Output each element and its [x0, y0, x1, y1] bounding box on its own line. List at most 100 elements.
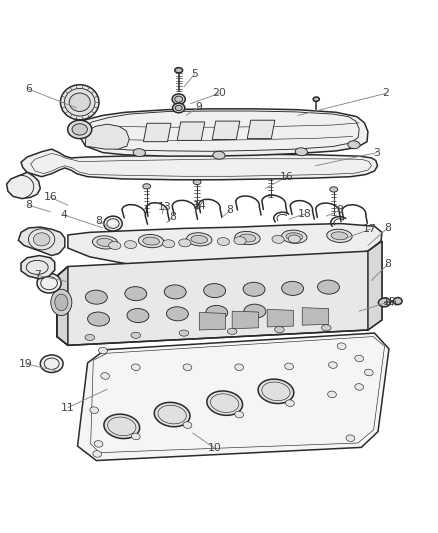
Ellipse shape	[175, 96, 183, 102]
Text: 4: 4	[60, 210, 67, 220]
Ellipse shape	[330, 187, 338, 192]
Text: 3: 3	[373, 148, 380, 158]
Ellipse shape	[104, 414, 140, 439]
Ellipse shape	[244, 304, 266, 318]
Ellipse shape	[37, 273, 61, 293]
Polygon shape	[57, 266, 68, 345]
Text: 8: 8	[95, 216, 102, 227]
Ellipse shape	[364, 369, 373, 376]
Ellipse shape	[93, 451, 102, 457]
Ellipse shape	[85, 290, 107, 304]
Ellipse shape	[131, 433, 140, 440]
Polygon shape	[7, 172, 40, 199]
Text: 7: 7	[34, 270, 41, 280]
Ellipse shape	[217, 238, 230, 246]
Ellipse shape	[193, 179, 201, 184]
Ellipse shape	[179, 239, 191, 247]
Text: 8: 8	[170, 213, 177, 222]
Ellipse shape	[282, 281, 304, 295]
Ellipse shape	[166, 307, 188, 321]
Ellipse shape	[88, 312, 110, 326]
Ellipse shape	[72, 124, 87, 135]
Text: 17: 17	[363, 224, 377, 235]
Ellipse shape	[85, 334, 95, 341]
Ellipse shape	[92, 236, 118, 249]
Ellipse shape	[328, 391, 336, 398]
Ellipse shape	[328, 362, 337, 368]
Ellipse shape	[51, 289, 72, 316]
Ellipse shape	[239, 234, 256, 242]
Ellipse shape	[33, 233, 50, 246]
Text: 15: 15	[383, 296, 397, 306]
Text: 19: 19	[18, 359, 32, 369]
Polygon shape	[302, 308, 328, 325]
Polygon shape	[247, 120, 275, 139]
Polygon shape	[368, 241, 382, 330]
Text: 8: 8	[384, 260, 391, 269]
Ellipse shape	[258, 379, 294, 403]
Ellipse shape	[234, 237, 246, 245]
Text: 10: 10	[208, 443, 222, 453]
Ellipse shape	[55, 294, 68, 311]
Ellipse shape	[286, 400, 294, 407]
Polygon shape	[68, 223, 382, 264]
Ellipse shape	[154, 402, 190, 427]
Ellipse shape	[235, 411, 244, 418]
Ellipse shape	[109, 241, 121, 249]
Ellipse shape	[243, 282, 265, 296]
Text: 9: 9	[196, 102, 203, 111]
Ellipse shape	[327, 229, 352, 243]
Ellipse shape	[318, 280, 339, 294]
Ellipse shape	[131, 364, 140, 370]
Ellipse shape	[285, 363, 293, 370]
Polygon shape	[177, 122, 205, 140]
Text: 8: 8	[384, 223, 391, 233]
Ellipse shape	[235, 231, 260, 245]
Ellipse shape	[97, 238, 113, 246]
Text: 18: 18	[297, 209, 311, 219]
Ellipse shape	[272, 236, 284, 243]
Polygon shape	[267, 310, 293, 327]
Ellipse shape	[227, 328, 237, 334]
Ellipse shape	[187, 233, 212, 246]
Ellipse shape	[101, 373, 110, 379]
Ellipse shape	[164, 285, 186, 299]
Polygon shape	[212, 121, 240, 140]
Ellipse shape	[67, 120, 92, 139]
Polygon shape	[21, 255, 55, 279]
Ellipse shape	[175, 68, 183, 73]
Text: 14: 14	[192, 201, 206, 211]
Text: 5: 5	[191, 69, 198, 79]
Polygon shape	[78, 333, 389, 461]
Polygon shape	[78, 109, 368, 156]
Ellipse shape	[40, 355, 63, 373]
Ellipse shape	[175, 106, 182, 110]
Ellipse shape	[138, 235, 164, 248]
Ellipse shape	[125, 287, 147, 301]
Ellipse shape	[183, 422, 192, 429]
Ellipse shape	[172, 94, 185, 104]
Ellipse shape	[282, 230, 307, 244]
Polygon shape	[85, 124, 129, 149]
Text: 16: 16	[280, 172, 294, 182]
Ellipse shape	[378, 298, 391, 307]
Text: 13: 13	[157, 203, 171, 212]
Ellipse shape	[104, 216, 122, 231]
Ellipse shape	[267, 169, 275, 174]
Ellipse shape	[60, 85, 99, 120]
Text: 8: 8	[226, 205, 233, 215]
Ellipse shape	[286, 233, 303, 241]
Ellipse shape	[393, 297, 402, 304]
Ellipse shape	[191, 236, 208, 244]
Ellipse shape	[143, 184, 151, 189]
Ellipse shape	[204, 284, 226, 297]
Ellipse shape	[133, 149, 145, 157]
Ellipse shape	[348, 141, 360, 149]
Polygon shape	[21, 149, 378, 180]
Text: 20: 20	[212, 88, 226, 99]
Ellipse shape	[179, 330, 189, 336]
Ellipse shape	[355, 384, 364, 390]
Ellipse shape	[275, 327, 284, 333]
Ellipse shape	[124, 240, 137, 248]
Text: 16: 16	[43, 192, 57, 203]
